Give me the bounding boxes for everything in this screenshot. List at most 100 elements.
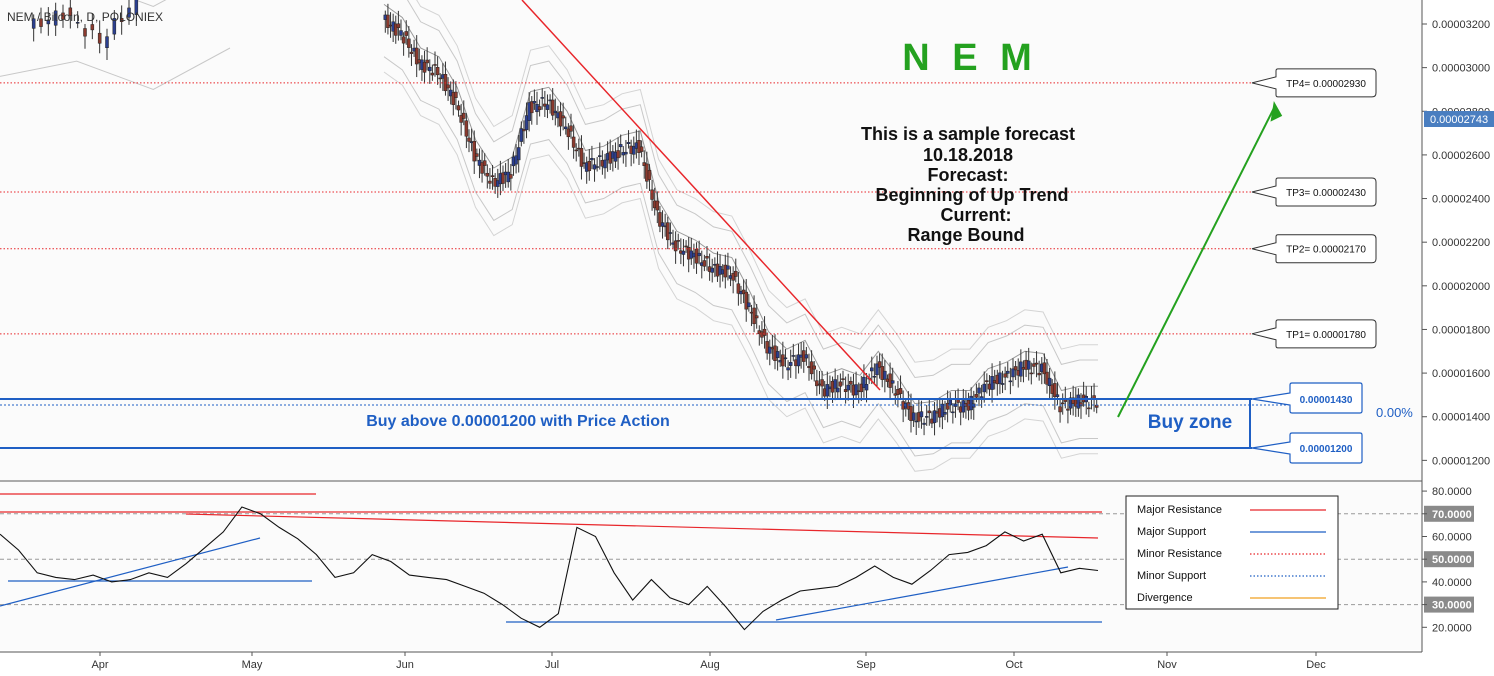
candle-body — [105, 36, 109, 48]
candle-body — [820, 379, 824, 387]
candle-body — [626, 142, 631, 144]
candle-body — [974, 394, 979, 398]
time-tick-label: Jul — [545, 659, 559, 671]
candle-body — [1063, 399, 1068, 402]
candle-body — [872, 375, 877, 378]
candle-body — [788, 362, 793, 366]
forecast-line-3: Forecast: — [927, 165, 1008, 185]
candle-body — [1026, 360, 1031, 370]
candle-body — [864, 384, 869, 391]
candle-body — [407, 38, 411, 48]
time-tick-label: May — [242, 659, 263, 671]
rsi-resistance-trendline — [185, 513, 1099, 539]
candle-body — [90, 24, 95, 31]
major-resistance-trendline — [521, 0, 881, 391]
price-tick-label: 0.00001800 — [1432, 324, 1490, 336]
legend-label: Major Resistance — [1137, 504, 1222, 516]
candle-body — [744, 291, 748, 310]
candle-body — [849, 381, 853, 385]
candle-body — [951, 411, 955, 414]
candle-body — [488, 180, 492, 184]
candle-body — [399, 30, 403, 36]
forecast-text: This is a sample forecast 10.18.2018 For… — [861, 124, 1075, 245]
target-lines: TP4= 0.00002930 TP3= 0.00002430 TP2= 0.000… — [0, 68, 1377, 349]
candlestick-series — [31, 0, 1099, 436]
candle-body — [1000, 383, 1005, 385]
candle-body — [862, 376, 866, 388]
candle-body — [796, 354, 801, 367]
candle-body — [922, 422, 926, 425]
candle-body — [977, 387, 981, 394]
legend-label: Major Support — [1137, 526, 1206, 538]
candle-body — [462, 112, 466, 119]
uptrend-arrow-line — [1117, 107, 1275, 418]
target-callout-tp2 — [1251, 234, 1377, 264]
candle-body — [906, 402, 911, 410]
time-tick-label: Sep — [856, 659, 876, 671]
band-line — [383, 56, 1098, 457]
candle-body — [386, 14, 390, 28]
rsi-axis: 80.0000 70.0000 60.0000 50.0000 40.0000 30.00… — [1422, 486, 1474, 634]
candle-body — [1011, 368, 1015, 378]
candle-body — [624, 151, 628, 155]
candle-body — [919, 411, 924, 418]
candle-body — [485, 172, 490, 177]
target-callout-tp1 — [1251, 319, 1377, 349]
candle-body — [932, 410, 937, 423]
candle-body — [595, 166, 599, 168]
candle-body — [1076, 394, 1081, 409]
candle-body — [945, 402, 950, 410]
rsi-levels — [0, 493, 1102, 623]
rsi-support-trendline-2 — [775, 566, 1069, 621]
candle-body — [825, 384, 830, 397]
candle-body — [569, 125, 573, 132]
buy-zone-label: Buy zone — [1148, 412, 1232, 433]
candle-body — [943, 412, 947, 415]
candle-body — [472, 140, 476, 162]
candle-body — [409, 51, 414, 54]
price-pane — [0, 0, 1422, 480]
candle-body — [639, 146, 644, 152]
candle-body — [422, 61, 427, 73]
candle-body — [705, 256, 709, 259]
candle-body — [655, 200, 660, 211]
buy-zone: Buy above 0.00001200 with Price Action B… — [0, 382, 1413, 464]
candle-body — [558, 111, 563, 127]
candle-body — [83, 28, 87, 37]
candle-body — [127, 7, 131, 18]
brand-title: N E M — [902, 37, 1038, 79]
candle-body — [464, 120, 469, 137]
candle-body — [31, 18, 36, 29]
forecast-line-4: Beginning of Up Trend — [876, 185, 1069, 205]
candle-body — [414, 47, 419, 65]
candle-body — [53, 10, 58, 26]
candle-body — [846, 384, 850, 391]
current-price-tag — [1424, 111, 1494, 127]
candle-body — [731, 273, 735, 281]
candle-body — [571, 136, 576, 148]
candle-body — [1032, 363, 1036, 367]
candle-body — [119, 18, 124, 22]
candle-body — [603, 159, 607, 169]
buy-zone-bottom-value: 0.00001200 — [1300, 444, 1353, 455]
price-tick-label: 0.00003200 — [1432, 19, 1490, 31]
candle-body — [428, 66, 432, 72]
candle-body — [833, 379, 837, 389]
candle-body — [1003, 373, 1007, 378]
candle-body — [396, 23, 401, 28]
candle-body — [459, 115, 463, 123]
candle-body — [1087, 407, 1091, 410]
candle-body — [747, 302, 751, 308]
target-label-tp4: TP4= 0.00002930 — [1286, 79, 1366, 90]
candle-body — [46, 19, 51, 25]
candle-body — [940, 403, 945, 418]
candle-body — [467, 137, 471, 142]
rsi-level-tag — [1424, 551, 1474, 568]
legend: Major Resistance Major Support Minor Resis… — [1125, 495, 1339, 610]
candle-body — [435, 67, 440, 76]
candle-body — [911, 412, 916, 421]
candle-body — [647, 170, 652, 180]
candle-body — [433, 64, 437, 66]
candle-body — [590, 157, 594, 161]
rsi-tick-label: 80.0000 — [1432, 486, 1472, 498]
